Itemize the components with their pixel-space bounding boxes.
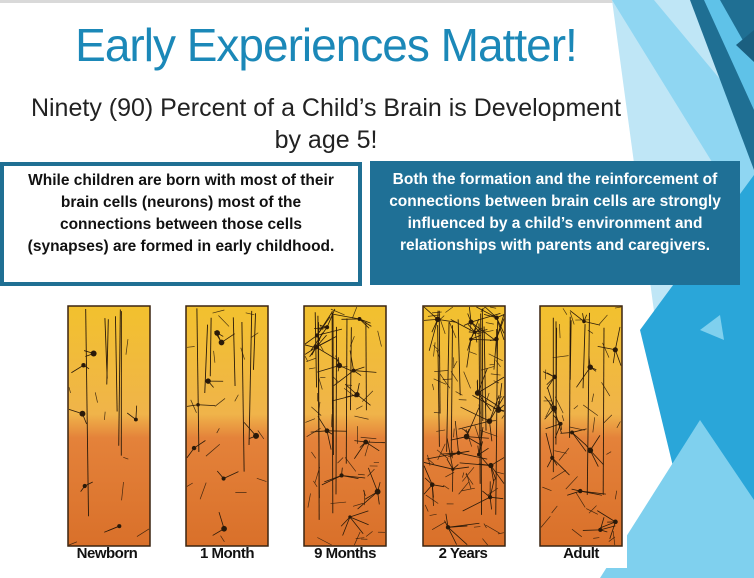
environment-info-box: Both the formation and the reinforcement… xyxy=(370,161,740,285)
neuron-illustrations xyxy=(67,305,623,547)
slide-title: Early Experiences Matter! xyxy=(75,19,578,71)
neuron-panel-newborn xyxy=(67,305,151,547)
slide-subtitle: Ninety (90) Percent of a Child’s Brain i… xyxy=(0,92,652,156)
subtitle-line-1: Ninety (90) Percent of a Child’s Brain i… xyxy=(30,94,622,122)
neuron-panel-9-months xyxy=(303,305,387,547)
top-border xyxy=(0,0,754,3)
neuron-panel-adult xyxy=(539,305,623,547)
brain-development-panels xyxy=(0,300,652,572)
panel-label-1-month: 1 Month xyxy=(200,545,255,562)
panel-label-adult: Adult xyxy=(563,545,599,562)
panel-label-2-years: 2 Years xyxy=(438,545,488,562)
neurons-info-box: While children are born with most of the… xyxy=(0,162,362,286)
neuron-panel-1-month xyxy=(185,305,269,547)
panel-label-9-months: 9 Months xyxy=(314,545,376,562)
panel-label-newborn: Newborn xyxy=(76,545,138,562)
subtitle-line-2: by age 5! xyxy=(274,126,378,154)
neuron-panel-2-years xyxy=(422,305,506,547)
